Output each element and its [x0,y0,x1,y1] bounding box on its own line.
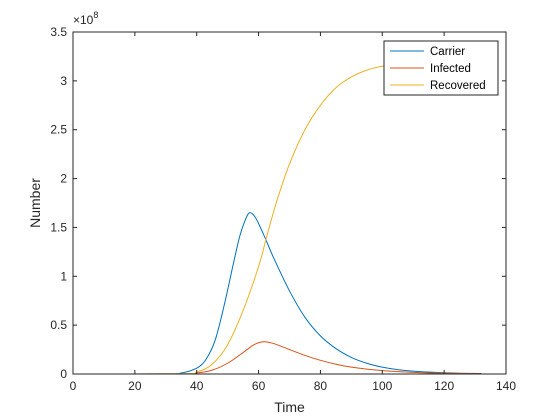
legend-label-recovered: Recovered [430,80,486,92]
y-tick-label: 2.5 [50,123,67,137]
x-tick-label: 80 [314,379,328,393]
y-tick-label: 3.5 [50,25,67,39]
legend: Carrier Infected Recovered [383,40,499,96]
legend-label-carrier: Carrier [430,46,465,58]
legend-label-infected: Infected [430,63,471,75]
x-axis-label: Time [274,399,305,415]
x-tick-label: 120 [434,379,454,393]
y-axis-label: Number [27,178,43,228]
axis-ticks: 0 20 40 60 80 100 120 140 0 0.5 1 1.5 2 2.5 3 3.5 [50,25,516,393]
y-exponent-label: ×108 [73,10,98,27]
x-tick-label: 40 [190,379,204,393]
plot-frame [72,31,507,375]
y-tick-label: 3 [60,74,67,88]
x-tick-label: 0 [70,379,77,393]
y-tick-label: 1.5 [50,220,67,234]
x-tick-label: 140 [496,379,516,393]
series-line-carrier [73,212,482,374]
y-tick-label: 0 [60,367,67,381]
y-tick-label: 2 [60,172,67,186]
x-tick-label: 60 [252,379,266,393]
y-tick-label: 0.5 [50,318,67,332]
x-tick-label: 20 [128,379,142,393]
y-tick-label: 1 [60,269,67,283]
series-line-infected [73,341,482,374]
x-tick-label: 100 [372,379,392,393]
